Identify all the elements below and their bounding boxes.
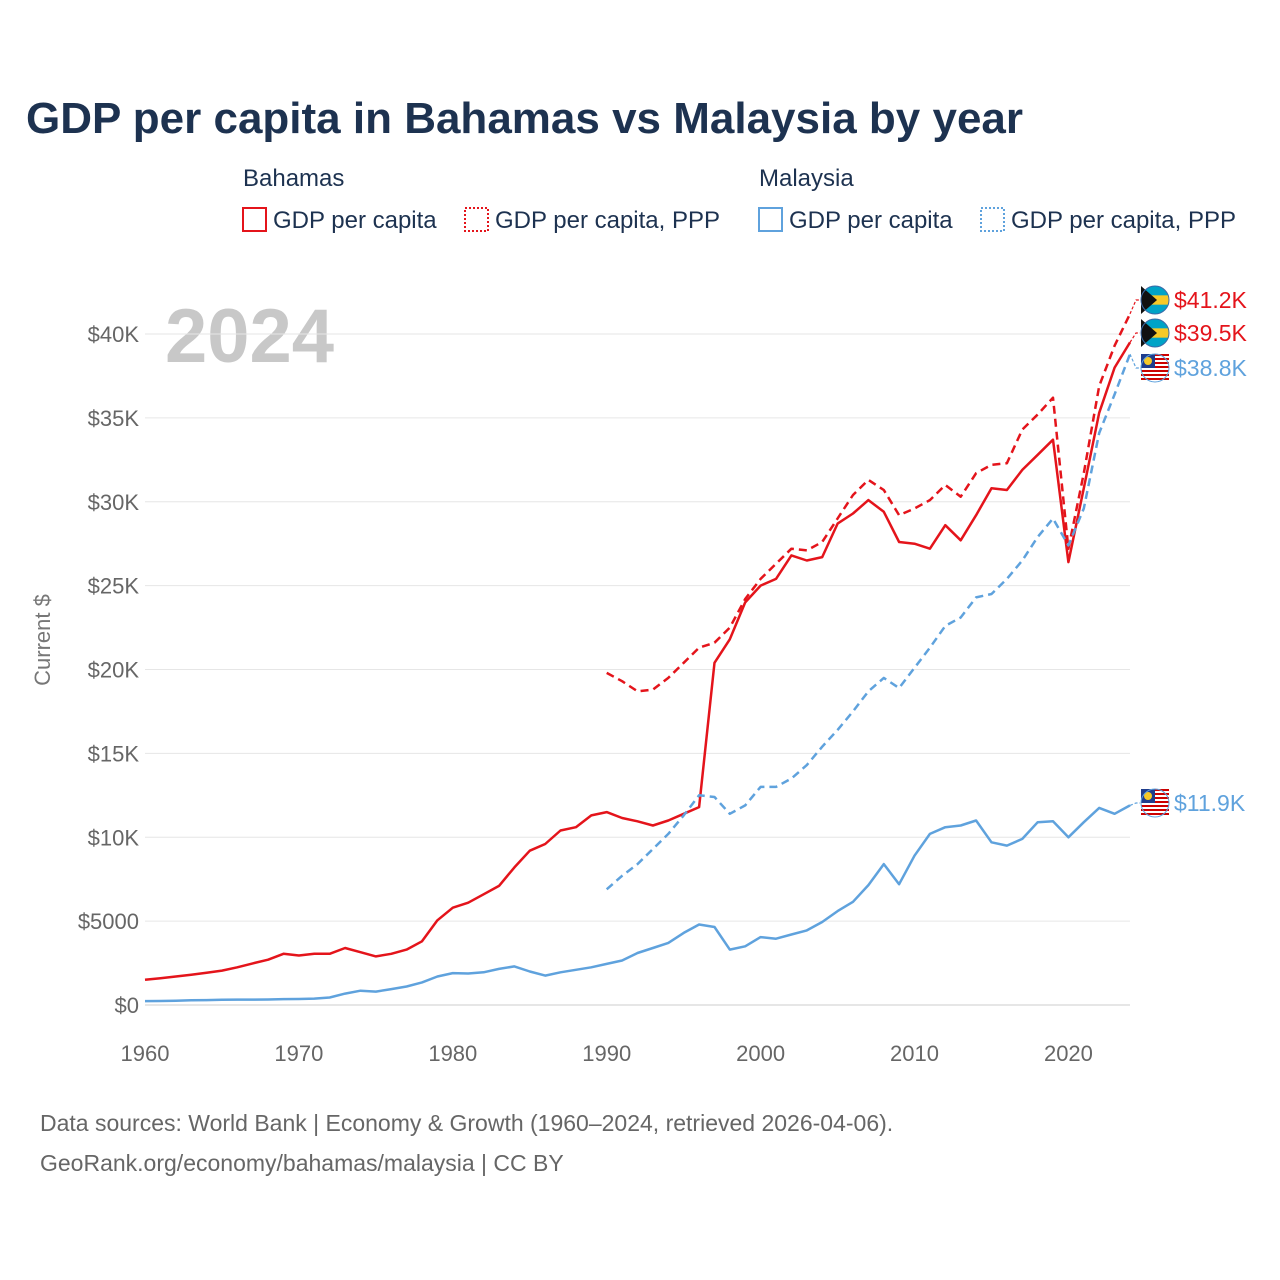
legend-group-title-bahamas: Bahamas (243, 165, 344, 192)
end-label-value: $38.8K (1174, 355, 1248, 381)
chart-title: GDP per capita in Bahamas vs Malaysia by… (26, 94, 1023, 143)
legend: Bahamas GDP per capita GDP per capita, P… (242, 165, 1236, 234)
y-tick-label: $35K (88, 406, 140, 431)
end-label-connector (1129, 332, 1140, 343)
bahamas-flag-icon (1140, 285, 1170, 315)
y-tick-label: $15K (88, 741, 140, 766)
y-tick-label: $40K (88, 322, 140, 347)
y-axis-title: Current $ (30, 594, 55, 686)
legend-swatch-bahamas-ppp (464, 207, 489, 232)
gridlines (145, 333, 1130, 922)
legend-group-title-malaysia: Malaysia (759, 165, 854, 192)
end-label-value: $11.9K (1174, 790, 1246, 816)
x-tick-label: 1990 (582, 1041, 631, 1066)
end-label-connector (1129, 802, 1140, 806)
x-tick-label: 2010 (890, 1041, 939, 1066)
y-axis-ticks: $0 $5000 $10K $15K $20K $25K $30K $35K $40K (78, 322, 140, 1018)
legend-swatch-malaysia-ppp (980, 207, 1005, 232)
end-labels: $41.2K $39.5K $38.8K $11.9K (1129, 285, 1248, 818)
x-axis-ticks: 1960 1970 1980 1990 2000 2010 2020 (121, 1041, 1093, 1066)
footer-credit: GeoRank.org/economy/bahamas/malaysia | C… (40, 1150, 564, 1176)
malaysia-flag-icon (1140, 788, 1170, 818)
y-tick-label: $20K (88, 658, 140, 683)
end-label-connector (1129, 299, 1140, 315)
legend-swatch-malaysia-gdp (758, 207, 783, 232)
y-tick-label: $25K (88, 574, 140, 599)
x-tick-label: 1980 (428, 1041, 477, 1066)
year-watermark: 2024 (165, 294, 334, 379)
x-tick-label: 1960 (121, 1041, 170, 1066)
legend-label-bahamas-gdp: GDP per capita (273, 207, 437, 234)
footer-sources: Data sources: World Bank | Economy & Gro… (40, 1110, 893, 1136)
y-tick-label: $5000 (78, 909, 139, 934)
series-line-2 (144, 804, 1131, 1003)
bahamas-flag-icon (1140, 318, 1170, 348)
x-tick-label: 1970 (274, 1041, 323, 1066)
series-line-3 (605, 353, 1132, 891)
x-tick-label: 2020 (1044, 1041, 1093, 1066)
legend-label-bahamas-ppp: GDP per capita, PPP (495, 207, 720, 234)
malaysia-flag-icon (1140, 353, 1170, 383)
y-tick-label: $10K (88, 825, 140, 850)
legend-swatch-bahamas-gdp (242, 207, 267, 232)
x-tick-label: 2000 (736, 1041, 785, 1066)
legend-label-malaysia-gdp: GDP per capita (789, 207, 953, 234)
end-label-value: $41.2K (1174, 287, 1248, 313)
end-label-value: $39.5K (1174, 320, 1248, 346)
y-tick-label: $0 (115, 993, 139, 1018)
end-label-connector (1129, 353, 1140, 369)
series-lines (144, 313, 1132, 1003)
legend-label-malaysia-ppp: GDP per capita, PPP (1011, 207, 1236, 234)
series-line-1 (606, 313, 1132, 693)
series-line-0 (144, 341, 1132, 982)
y-tick-label: $30K (88, 490, 140, 515)
